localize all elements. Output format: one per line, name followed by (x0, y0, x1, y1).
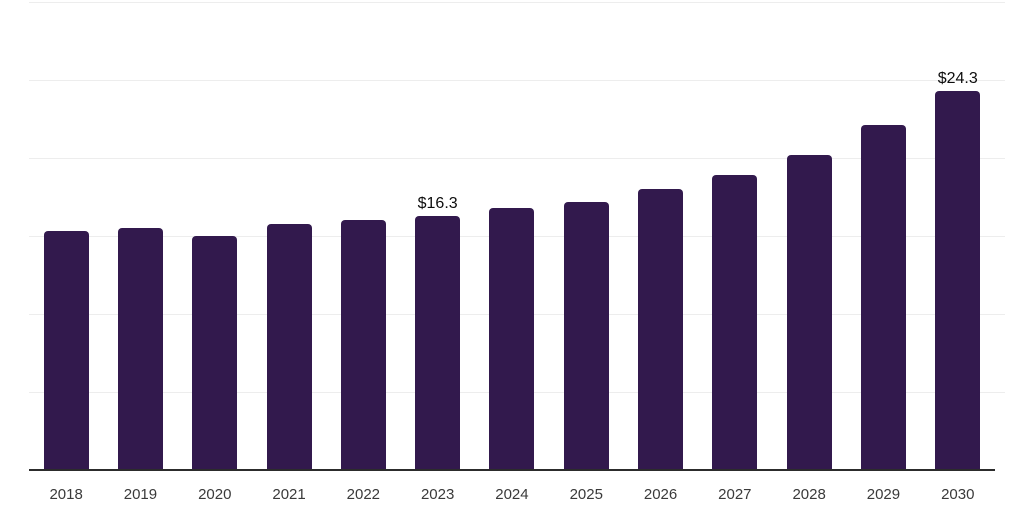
bar-2030 (935, 90, 981, 470)
value-label-2030: $24.3 (937, 69, 978, 87)
bar-2021 (266, 223, 312, 470)
x-tick-label-2030: 2030 (941, 486, 975, 503)
x-tick-label-2020: 2020 (198, 486, 232, 503)
x-tick-label-2025: 2025 (569, 486, 603, 503)
bar-2026 (638, 189, 684, 470)
x-tick-label-2023: 2023 (420, 486, 455, 503)
gridline-y-30 (29, 2, 1005, 3)
x-tick-label-2026: 2026 (643, 486, 678, 503)
bar-2018 (43, 231, 89, 470)
bar-2020 (192, 236, 238, 470)
bar-2019 (117, 228, 163, 470)
gridline-y-25 (29, 80, 1005, 81)
value-label-2023: $16.3 (417, 194, 458, 212)
bar-2024 (489, 207, 535, 470)
bar-2027 (712, 175, 758, 470)
x-tick-label-2029: 2029 (866, 486, 901, 503)
x-tick-label-2022: 2022 (346, 486, 381, 503)
gridline-y-20 (29, 158, 1005, 159)
bar-2025 (563, 201, 609, 470)
x-axis-line (29, 469, 995, 471)
bar-2023 (415, 215, 461, 470)
bar-2022 (340, 220, 386, 470)
x-tick-label-2018: 2018 (49, 486, 83, 503)
bar-2029 (860, 125, 906, 470)
x-tick-label-2021: 2021 (272, 486, 306, 503)
x-tick-label-2019: 2019 (123, 486, 158, 503)
x-tick-label-2027: 2027 (718, 486, 752, 503)
x-tick-label-2024: 2024 (495, 486, 529, 503)
x-tick-label-2028: 2028 (792, 486, 826, 503)
bar-2028 (786, 154, 832, 470)
